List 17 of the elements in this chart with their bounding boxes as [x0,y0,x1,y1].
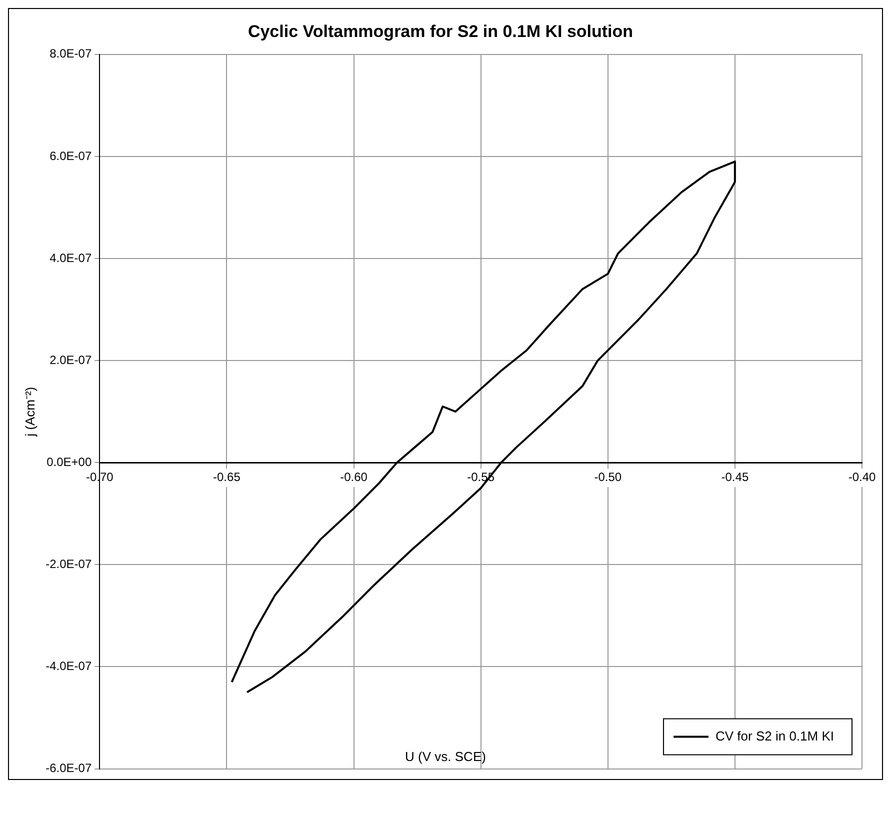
x-tick-label: -0.65 [213,470,241,484]
x-tick-label: -0.45 [721,470,749,484]
y-tick-label: 2.0E-07 [50,352,92,367]
x-tick-label: -0.50 [594,470,622,484]
legend-label: CV for S2 in 0.1M KI [716,728,834,744]
y-axis-title: j (Acm⁻²) [22,386,38,438]
y-tick-label: 4.0E-07 [50,250,92,265]
y-tick-label: 8.0E-07 [50,46,92,61]
x-axis-title: U (V vs. SCE) [405,749,486,764]
y-tick-label: 6.0E-07 [50,148,92,163]
y-tick-label: -2.0E-07 [46,557,92,571]
y-tick-label: -4.0E-07 [46,659,92,674]
y-tick-label: -6.0E-07 [46,761,92,776]
chart-title: Cyclic Voltammogram for S2 in 0.1M KI solution [248,22,634,41]
x-tick-label: -0.60 [340,470,368,484]
y-tick-label: 0.0E+00 [46,454,92,469]
x-tick-label: -0.40 [848,470,876,484]
